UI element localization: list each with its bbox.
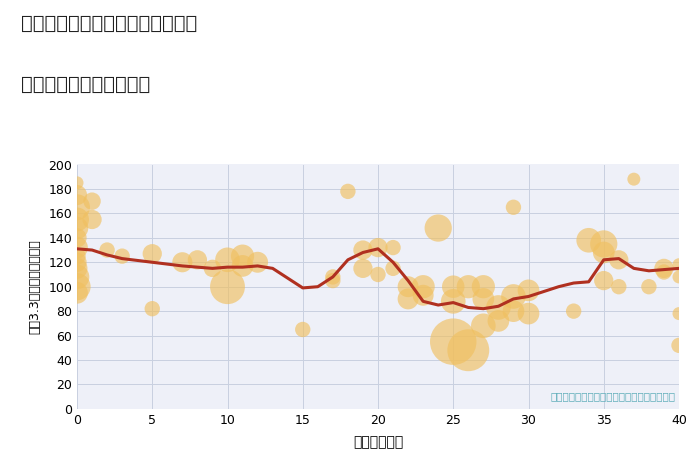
Text: 円の大きさは、取引のあった物件面積を示す: 円の大きさは、取引のあった物件面積を示す <box>551 392 676 401</box>
Point <box>207 265 218 272</box>
Point <box>673 342 685 349</box>
Point <box>402 283 414 290</box>
Point <box>463 346 474 354</box>
Y-axis label: 坪（3.3㎡）単価（万円）: 坪（3.3㎡）単価（万円） <box>28 239 41 334</box>
Point <box>658 265 669 272</box>
Point <box>71 191 83 199</box>
Point <box>673 261 685 268</box>
Point <box>71 216 83 223</box>
Point <box>508 293 519 300</box>
Point <box>192 256 203 264</box>
Point <box>357 246 368 254</box>
Point <box>493 304 504 311</box>
Point <box>71 283 83 290</box>
Point <box>523 310 534 317</box>
Point <box>448 283 459 290</box>
Point <box>613 283 624 290</box>
Point <box>463 283 474 290</box>
Point <box>417 283 428 290</box>
Point <box>417 291 428 299</box>
Point <box>643 283 655 290</box>
Point <box>87 216 98 223</box>
Point <box>598 249 609 256</box>
Point <box>388 265 399 272</box>
Point <box>477 322 489 329</box>
Point <box>388 244 399 251</box>
Point <box>372 244 384 251</box>
Point <box>448 298 459 305</box>
Point <box>658 268 669 276</box>
Point <box>252 258 263 266</box>
Point <box>357 265 368 272</box>
Point <box>328 273 339 281</box>
Point <box>328 277 339 284</box>
Point <box>71 252 83 260</box>
Text: 築年数別中古戸建て価格: 築年数別中古戸建て価格 <box>21 75 150 94</box>
Point <box>87 197 98 205</box>
Point <box>71 204 83 211</box>
Point <box>613 256 624 264</box>
Point <box>237 252 248 260</box>
Point <box>508 307 519 315</box>
Point <box>402 295 414 303</box>
Text: 神奈川県横浜市旭区南希望が丘の: 神奈川県横浜市旭区南希望が丘の <box>21 14 197 33</box>
Point <box>568 307 580 315</box>
Point <box>71 258 83 266</box>
Point <box>71 273 83 281</box>
Point <box>71 224 83 232</box>
Point <box>523 287 534 294</box>
Point <box>222 256 233 264</box>
Point <box>508 204 519 211</box>
Point <box>71 265 83 272</box>
Point <box>71 244 83 251</box>
Point <box>673 310 685 317</box>
Point <box>176 258 188 266</box>
Point <box>71 234 83 242</box>
Point <box>116 252 128 260</box>
Point <box>673 273 685 281</box>
Point <box>493 317 504 325</box>
Point <box>102 246 113 254</box>
Point <box>147 250 158 258</box>
Point <box>147 305 158 313</box>
Point <box>598 240 609 248</box>
Point <box>297 326 308 333</box>
X-axis label: 築年数（年）: 築年数（年） <box>353 435 403 449</box>
Point <box>433 224 444 232</box>
Point <box>629 175 640 183</box>
Point <box>448 338 459 345</box>
Point <box>222 283 233 290</box>
Point <box>342 188 354 195</box>
Point <box>71 289 83 297</box>
Point <box>598 277 609 284</box>
Point <box>372 271 384 278</box>
Point <box>477 283 489 290</box>
Point <box>71 179 83 187</box>
Point <box>477 295 489 303</box>
Point <box>583 236 594 244</box>
Point <box>237 262 248 270</box>
